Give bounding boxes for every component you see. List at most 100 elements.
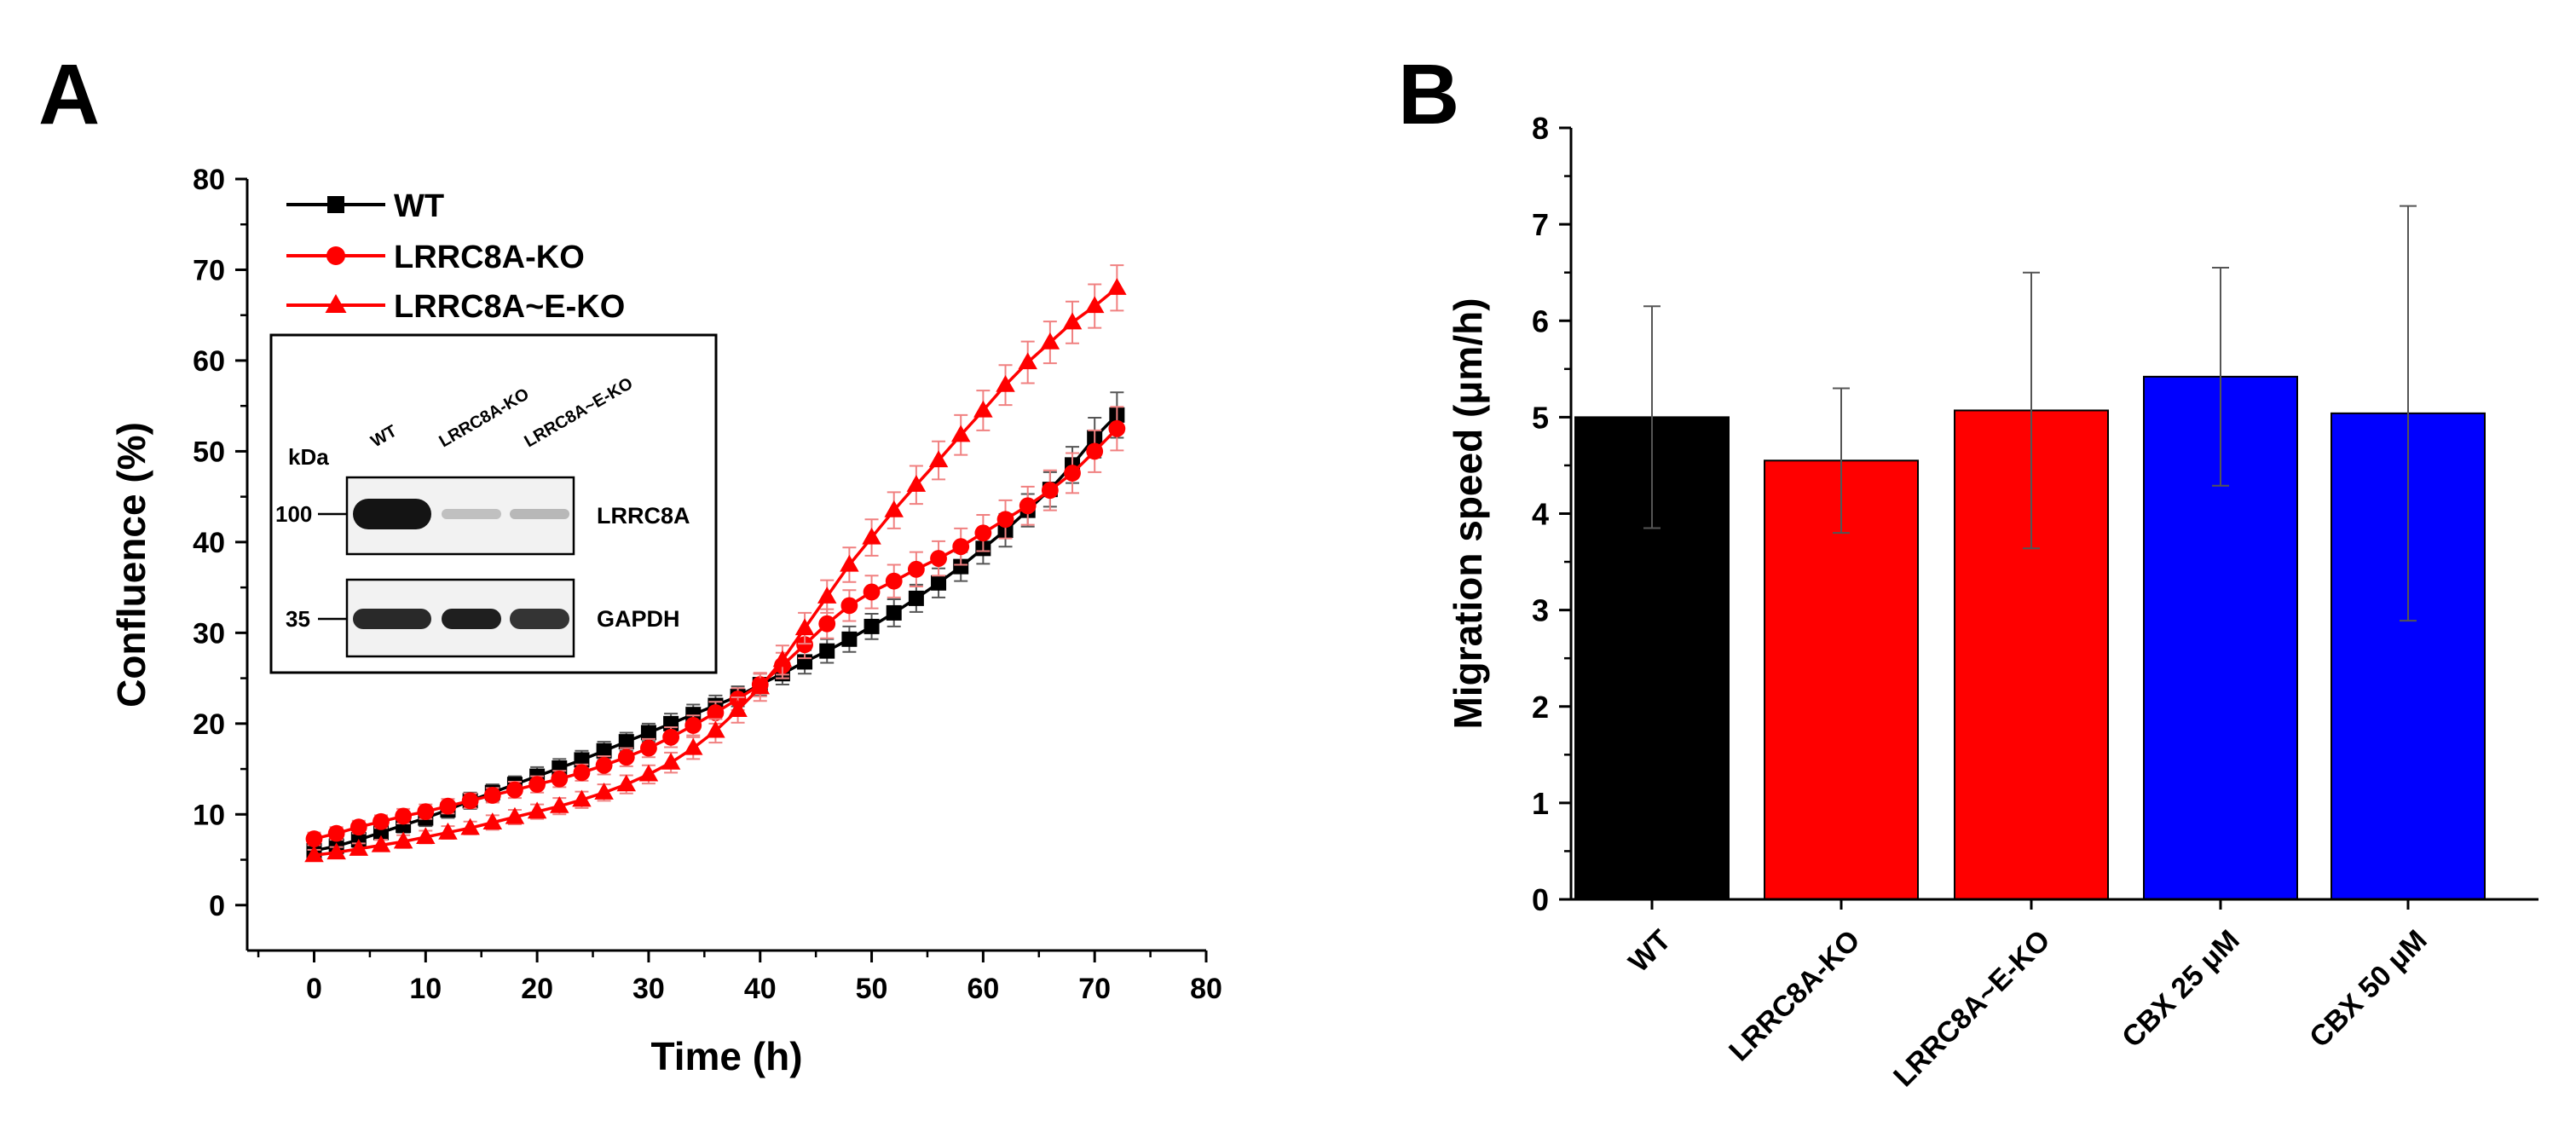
data-point	[863, 583, 881, 601]
x-tick-label: WT	[1622, 924, 1677, 979]
chart-a-y-axis-label: Confluence (%)	[109, 422, 153, 708]
data-point	[931, 575, 947, 591]
x-tick-label: 60	[967, 973, 999, 1005]
data-point	[483, 787, 501, 804]
data-point	[840, 597, 858, 615]
blot-band	[442, 609, 501, 629]
data-point	[973, 400, 993, 418]
data-point	[349, 839, 369, 856]
legend-marker	[325, 294, 347, 313]
data-point	[906, 475, 927, 492]
data-point	[550, 796, 569, 813]
data-point	[327, 824, 345, 842]
data-point	[616, 774, 637, 792]
data-point	[373, 812, 390, 830]
data-point	[1107, 278, 1127, 295]
data-point	[817, 587, 837, 604]
y-tick-label: 80	[193, 164, 225, 196]
data-point	[862, 527, 881, 545]
data-point	[841, 631, 858, 647]
data-point	[1086, 442, 1104, 460]
data-point	[772, 650, 793, 667]
blot-band	[353, 609, 431, 629]
y-tick-label: 6	[1532, 303, 1549, 338]
data-point	[928, 450, 949, 468]
data-point	[506, 781, 523, 799]
western-blot-inset: WT LRRC8A-KO LRRC8A~E-KO kDa 100 35 LRRC…	[269, 333, 718, 674]
marker-100: 100	[275, 501, 312, 527]
legend-label: LRRC8A~E-KO	[394, 289, 625, 325]
data-point	[1018, 352, 1037, 370]
y-tick-label: 50	[193, 436, 225, 468]
blot-band	[510, 609, 569, 629]
data-point	[1041, 482, 1059, 500]
data-point	[863, 618, 880, 634]
data-point	[1019, 497, 1037, 515]
panel-label-b: B	[1398, 47, 1459, 142]
x-tick-label: LRRC8A~E-KO	[1887, 924, 2057, 1094]
data-point	[416, 827, 436, 845]
chart-a-legend: WT LRRC8A-KO LRRC8A~E-KO	[286, 188, 625, 325]
data-point	[1040, 332, 1060, 350]
data-point	[640, 725, 656, 741]
x-tick-label: 50	[856, 973, 888, 1005]
x-tick-label: 80	[1190, 973, 1222, 1005]
data-point	[640, 739, 657, 757]
data-point	[304, 845, 324, 863]
y-tick-label: 0	[209, 890, 225, 922]
data-point	[326, 842, 346, 860]
data-point	[572, 789, 592, 807]
x-tick-label: 10	[409, 973, 442, 1005]
data-point	[684, 737, 703, 755]
series-LRRC8A-KO	[305, 406, 1126, 847]
data-point	[305, 830, 323, 847]
data-point	[1064, 465, 1081, 482]
data-point	[1062, 312, 1083, 330]
data-point	[393, 831, 413, 849]
data-point	[706, 720, 725, 738]
data-point	[395, 807, 413, 825]
y-tick-label: 5	[1532, 400, 1549, 435]
data-point	[528, 776, 546, 794]
data-point	[638, 764, 659, 782]
data-point	[594, 783, 614, 800]
y-tick-label: 30	[193, 617, 225, 650]
data-point	[460, 818, 480, 835]
chart-b-y-axis-label: Migration speed (μm/h)	[1446, 298, 1490, 729]
data-point	[750, 677, 770, 695]
legend-label: LRRC8A-KO	[394, 240, 585, 275]
y-tick-label: 1	[1532, 786, 1549, 821]
data-point	[884, 500, 904, 517]
chart-a-x-axis-label: Time (h)	[650, 1034, 802, 1078]
marker-35: 35	[286, 606, 310, 632]
data-point	[886, 604, 902, 621]
data-point	[417, 803, 435, 820]
data-point	[505, 806, 525, 824]
data-point	[953, 558, 969, 575]
data-point	[438, 822, 458, 840]
data-point	[908, 590, 924, 606]
legend-marker	[327, 196, 344, 213]
chart-a: 0 10 20 30 40 50 60 70 80 0 10 20 30 40 50 60 70 80 Time …	[109, 164, 1222, 1078]
data-point	[596, 743, 612, 759]
kda-label: kDa	[288, 444, 329, 470]
data-point	[662, 728, 679, 746]
x-tick-label: 20	[521, 973, 553, 1005]
data-point	[595, 756, 613, 774]
data-point	[907, 560, 925, 578]
blot-band	[442, 509, 501, 519]
data-point	[1084, 296, 1105, 314]
data-point	[482, 812, 503, 829]
band-label-lrrc8a: LRRC8A	[597, 503, 690, 529]
data-point	[818, 615, 836, 633]
data-point	[930, 550, 947, 567]
data-point	[527, 801, 547, 819]
x-tick-label: 30	[632, 973, 665, 1005]
x-tick-label: 40	[744, 973, 777, 1005]
x-tick-label: 70	[1078, 973, 1111, 1005]
x-tick-label: CBX 50 μM	[2303, 924, 2433, 1054]
y-tick-label: 10	[193, 799, 225, 831]
x-tick-label: 0	[306, 973, 322, 1005]
y-tick-label: 4	[1532, 497, 1549, 532]
